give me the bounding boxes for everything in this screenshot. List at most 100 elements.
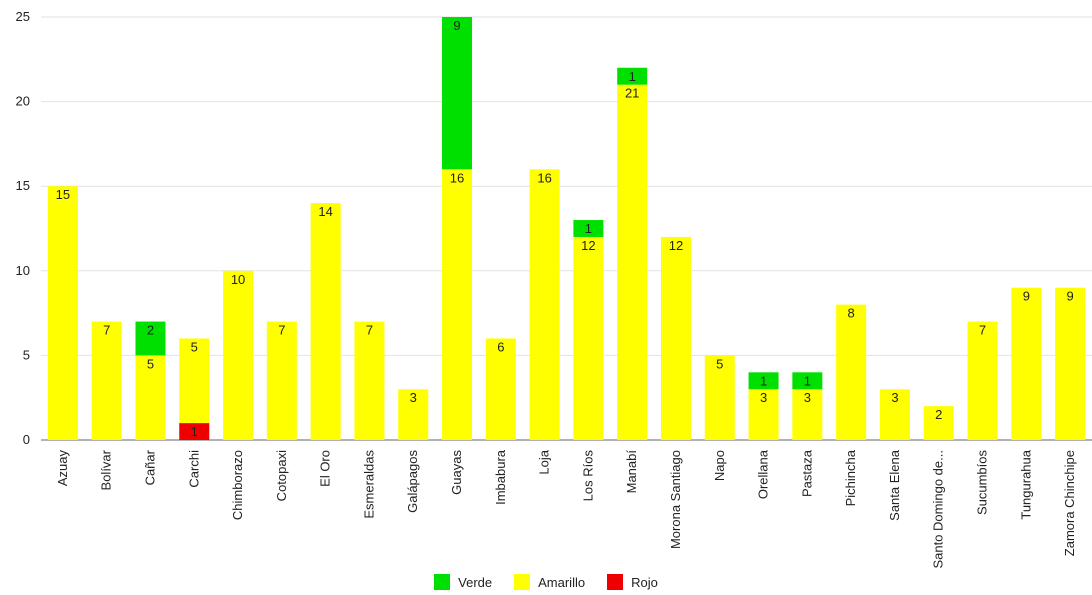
bar-verde-16 [748,372,779,390]
x-tick-label-1: Bolívar [99,449,114,490]
data-label-amarillo-17: 3 [804,390,811,405]
bar-chart: 051015202515Azuay7Bolívar52Cañar15Carchi… [16,9,1092,569]
y-tick-label-10: 10 [16,263,30,278]
bar-amarillo-23 [1055,287,1086,440]
x-tick-label-3: Carchi [186,450,201,488]
bar-verde-17 [792,372,823,390]
x-tick-label-21: Sucumbíos [975,450,990,516]
x-tick-label-9: Guayas [449,450,464,495]
data-label-amarillo-4: 10 [231,272,245,287]
x-tick-label-15: Napo [712,450,727,481]
data-label-amarillo-1: 7 [103,323,110,338]
x-tick-label-8: Galápagos [405,450,420,513]
y-tick-label-0: 0 [23,432,30,447]
data-label-amarillo-19: 3 [891,390,898,405]
x-tick-label-14: Morona Santiago [668,450,683,549]
data-label-amarillo-20: 2 [935,407,942,422]
x-tick-label-23: Zamora Chinchipe [1062,450,1077,556]
data-label-amarillo-8: 3 [410,390,417,405]
bar-amarillo-4 [223,270,254,440]
data-label-verde-13: 1 [629,69,636,84]
bar-verde-2 [135,321,166,356]
y-tick-label-25: 25 [16,9,30,24]
bar-amarillo-18 [836,304,867,440]
x-tick-label-7: Esmeraldas [361,450,376,519]
data-label-amarillo-2: 5 [147,356,154,371]
bar-amarillo-3 [179,338,210,424]
bar-amarillo-8 [398,389,429,440]
bar-amarillo-7 [354,321,385,440]
data-label-verde-12: 1 [585,221,592,236]
x-tick-label-5: Cotopaxi [274,450,289,501]
data-label-amarillo-7: 7 [366,323,373,338]
legend-label-verde: Verde [458,574,493,590]
legend-item-amarillo[interactable]: Amarillo [514,574,585,590]
data-label-amarillo-13: 21 [625,86,639,101]
bar-amarillo-13 [617,84,648,441]
x-tick-label-20: Santo Domingo de... [931,450,946,569]
data-label-amarillo-16: 3 [760,390,767,405]
data-label-amarillo-9: 16 [450,170,464,185]
x-tick-label-0: Azuay [55,450,70,487]
bar-amarillo-2 [135,355,166,440]
data-label-amarillo-0: 15 [56,187,70,202]
x-tick-label-2: Cañar [142,449,157,485]
y-tick-label-5: 5 [23,347,30,362]
data-label-amarillo-3: 5 [191,339,198,354]
data-label-amarillo-5: 7 [278,323,285,338]
legend-label-rojo: Rojo [631,574,658,590]
bar-amarillo-14 [660,236,691,440]
x-tick-label-11: Loja [537,449,552,474]
x-tick-label-16: Orellana [756,449,771,499]
legend-label-amarillo: Amarillo [538,574,586,590]
bar-amarillo-17 [792,389,823,440]
data-label-amarillo-21: 7 [979,323,986,338]
bar-verde-9 [442,17,473,170]
x-tick-label-19: Santa Elena [887,449,902,521]
bar-amarillo-12 [573,236,604,440]
x-tick-label-22: Tungurahua [1018,449,1033,519]
legend-swatch-verde [434,574,451,590]
bar-amarillo-5 [266,321,297,440]
bar-amarillo-16 [748,389,779,440]
data-label-verde-2: 2 [147,323,154,338]
bar-verde-12 [573,220,604,237]
data-label-verde-9: 9 [453,18,460,33]
bar-amarillo-15 [704,355,735,440]
bar-amarillo-0 [47,186,78,440]
data-label-amarillo-18: 8 [848,306,855,321]
bar-amarillo-1 [91,321,122,440]
x-tick-label-12: Los Ríos [580,450,595,502]
data-label-amarillo-15: 5 [716,356,723,371]
bar-amarillo-21 [967,321,998,440]
x-tick-label-10: Imbabura [493,449,508,505]
data-label-amarillo-6: 14 [318,204,332,219]
data-label-amarillo-12: 12 [581,238,595,253]
bar-amarillo-20 [923,406,954,440]
bar-amarillo-11 [529,169,560,440]
bar-verde-13 [617,67,648,85]
bar-rojo-3 [179,423,210,440]
bar-amarillo-22 [1011,287,1042,440]
data-label-amarillo-11: 16 [537,170,551,185]
legend-item-rojo[interactable]: Rojo [607,574,658,590]
legend-swatch-rojo [607,574,624,590]
x-tick-label-18: Pichincha [843,449,858,506]
x-tick-label-13: Manabí [624,450,639,494]
legend-item-verde[interactable]: Verde [434,574,492,590]
y-tick-label-15: 15 [16,178,30,193]
data-label-amarillo-23: 9 [1066,289,1073,304]
bar-amarillo-6 [310,203,341,440]
y-tick-label-20: 20 [16,94,30,109]
x-tick-label-4: Chimborazo [230,450,245,520]
legend-swatch-amarillo [514,574,531,590]
bar-amarillo-9 [442,169,473,440]
data-label-verde-17: 1 [804,373,811,388]
x-tick-label-6: El Oro [318,450,333,487]
x-tick-label-17: Pastaza [799,449,814,497]
legend: Verde Amarillo Rojo [0,574,1092,590]
data-label-amarillo-22: 9 [1023,289,1030,304]
bar-amarillo-10 [485,338,516,440]
data-label-amarillo-10: 6 [497,339,504,354]
data-label-rojo-3: 1 [191,424,198,439]
